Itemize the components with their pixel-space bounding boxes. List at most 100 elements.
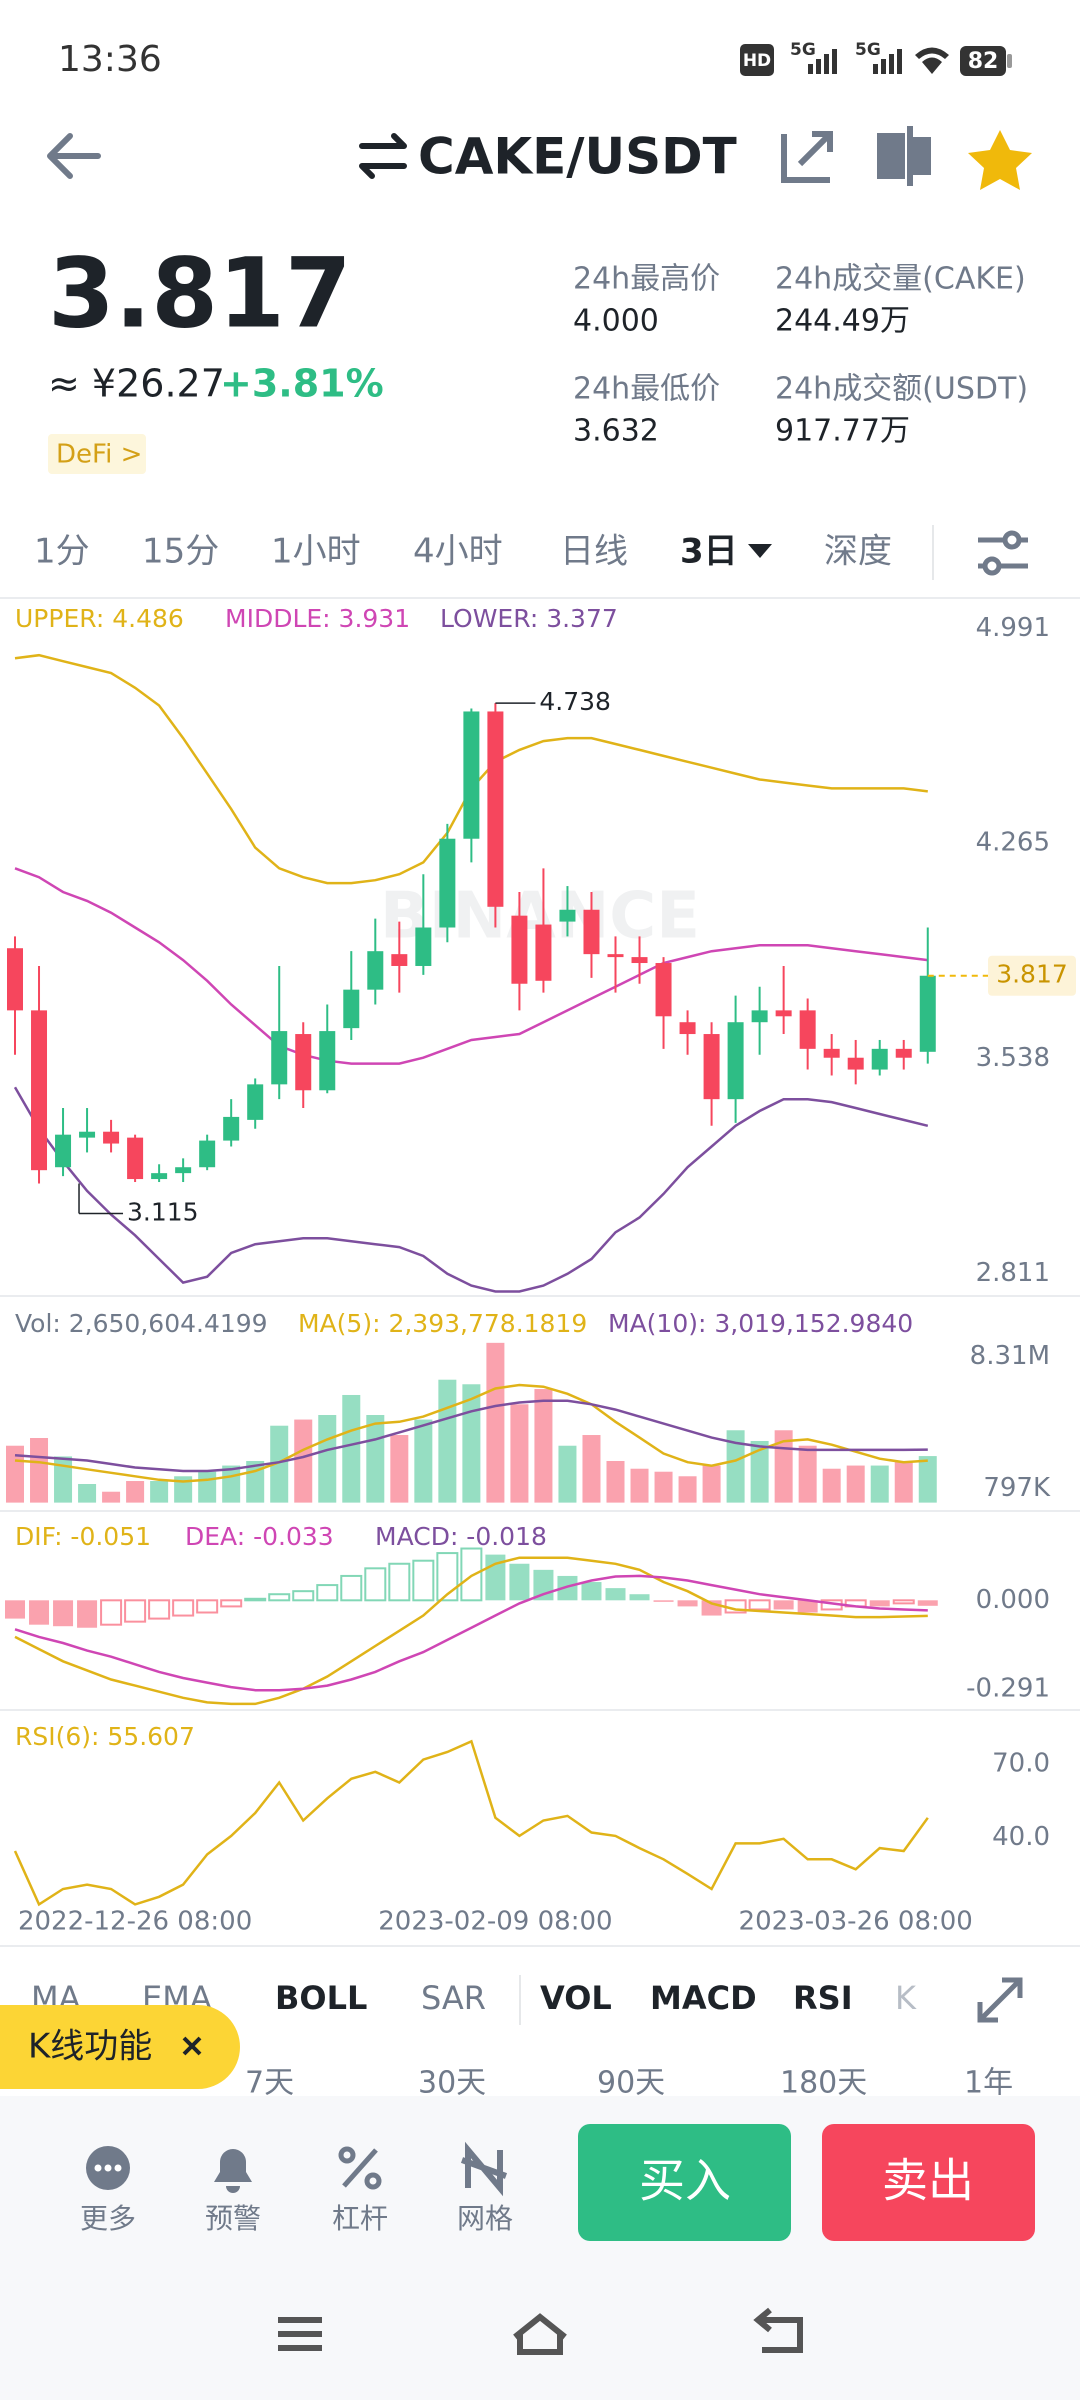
indicator-tab-active[interactable]: RSI	[793, 1979, 853, 2017]
macd-bar	[653, 1600, 674, 1602]
range-tab[interactable]: 30天	[418, 2066, 486, 2101]
indicator-line	[14, 867, 928, 1065]
range-tab[interactable]: 90天	[597, 2066, 665, 2101]
pair-title[interactable]: CAKE/USDT	[418, 128, 737, 186]
back-button[interactable]	[47, 133, 101, 179]
indicator-tab-active[interactable]: BOLL	[275, 1979, 367, 2017]
interval-tab[interactable]: 1小时	[271, 532, 361, 572]
range-tab[interactable]: 7天	[245, 2066, 294, 2101]
action-label[interactable]: 杠杆	[332, 2202, 388, 2235]
sell-label[interactable]: 卖出	[882, 2154, 974, 2208]
max-label: 4.738	[539, 687, 611, 716]
macd-bar	[316, 1584, 339, 1602]
x-tick-label: 2022-12-26 08:00	[18, 1907, 252, 1937]
favorite-star[interactable]	[968, 130, 1032, 190]
macd-bar	[77, 1600, 98, 1628]
swap-icon[interactable]	[359, 133, 407, 179]
volume-bar	[678, 1476, 697, 1503]
range-tab[interactable]: 1年	[964, 2066, 1013, 2101]
sector-tag[interactable]: DeFi >	[56, 440, 142, 470]
range-tab[interactable]: 180天	[780, 2066, 867, 2101]
candle-body	[919, 975, 936, 1052]
stat-value: 917.77万	[775, 414, 910, 449]
macd-bar	[292, 1590, 315, 1602]
volume-bar	[918, 1456, 937, 1503]
interval-tab[interactable]: 15分	[142, 532, 219, 572]
macd-bar	[268, 1593, 291, 1602]
margin-icon[interactable]	[338, 2146, 382, 2190]
indicator-tab-active[interactable]: VOL	[540, 1979, 612, 2017]
action-label[interactable]: 预警	[205, 2202, 261, 2235]
macd-bar	[773, 1600, 794, 1610]
y-tick-label: 40.0	[992, 1822, 1050, 1852]
volume-bar	[342, 1394, 361, 1503]
volume-bar	[894, 1461, 913, 1503]
hd-icon	[740, 44, 774, 76]
fullscreen-icon[interactable]	[977, 1977, 1023, 2023]
dropdown-arrow	[748, 544, 772, 558]
sell-button[interactable]	[822, 2124, 1035, 2241]
indicator-tab-active[interactable]: MACD	[650, 1979, 757, 2017]
candle-body	[103, 1131, 120, 1144]
stat-label: 24h最低价	[573, 372, 720, 407]
interval-tab-active[interactable]: 3日	[680, 532, 738, 572]
macd-bar	[124, 1599, 147, 1623]
battery-icon	[960, 46, 1006, 76]
indicator-tab[interactable]: K	[895, 1979, 917, 2017]
candle-body	[727, 1022, 744, 1100]
candle-body	[655, 963, 672, 1017]
candle-body	[31, 1010, 48, 1171]
signal-1	[808, 49, 837, 74]
stat-value: 3.632	[573, 414, 659, 449]
legend-entry: DIF: -0.051	[15, 1522, 151, 1551]
buy-label[interactable]: 买入	[639, 2154, 731, 2208]
indicator-tab[interactable]: SAR	[421, 1979, 486, 2017]
volume-bar	[198, 1471, 217, 1503]
candle-body	[559, 909, 576, 922]
candle-body	[367, 951, 384, 990]
volume-bar	[390, 1435, 409, 1503]
volume-bar	[870, 1465, 889, 1503]
action-label[interactable]: 更多	[80, 2202, 136, 2235]
volume-bar	[150, 1481, 169, 1503]
candle-body	[847, 1057, 864, 1070]
volume-bar	[798, 1445, 817, 1503]
macd-bar	[340, 1574, 363, 1602]
macd-bar	[196, 1599, 219, 1614]
legend-entry: MIDDLE: 3.931	[225, 604, 410, 633]
candle-body	[391, 954, 408, 966]
kline-pill[interactable]	[0, 2005, 240, 2089]
volume-bar	[126, 1481, 145, 1503]
volume-bar	[294, 1419, 313, 1503]
settings-icon[interactable]	[978, 530, 1028, 576]
last-price-box	[988, 955, 1076, 996]
interval-tab[interactable]: 4小时	[413, 532, 503, 572]
share-icon[interactable]	[781, 131, 833, 183]
legend-entry: MACD: -0.018	[375, 1522, 547, 1551]
volume-bar	[30, 1438, 49, 1503]
compare-icon[interactable]	[877, 126, 931, 186]
macd-bar	[917, 1600, 938, 1606]
interval-tab[interactable]: 1分	[34, 532, 90, 572]
interval-tab[interactable]: 日线	[560, 532, 628, 572]
volume-bar	[822, 1468, 841, 1503]
macd-bar	[436, 1552, 459, 1602]
nav-menu[interactable]	[278, 2317, 322, 2351]
interval-tab[interactable]: 深度	[824, 532, 892, 572]
macd-bar	[557, 1575, 578, 1601]
grid-icon[interactable]	[460, 2141, 508, 2197]
close-icon[interactable]	[182, 2036, 202, 2056]
tag-box[interactable]	[48, 434, 146, 474]
candle-body	[175, 1167, 192, 1174]
stat-label: 24h成交量(CAKE)	[775, 262, 1026, 297]
y-tick-label: 8.31M	[970, 1341, 1050, 1371]
nav-back[interactable]	[753, 2307, 803, 2353]
macd-bar	[364, 1567, 387, 1602]
action-label[interactable]: 网格	[457, 2202, 513, 2235]
nav-home[interactable]	[513, 2313, 567, 2355]
buy-button[interactable]	[578, 2124, 791, 2241]
signal-2	[873, 49, 902, 74]
legend-entry: Vol: 2,650,604.4199	[15, 1309, 268, 1338]
alert-icon[interactable]	[214, 2149, 252, 2193]
kline-pill-label[interactable]: K线功能	[28, 2027, 152, 2067]
